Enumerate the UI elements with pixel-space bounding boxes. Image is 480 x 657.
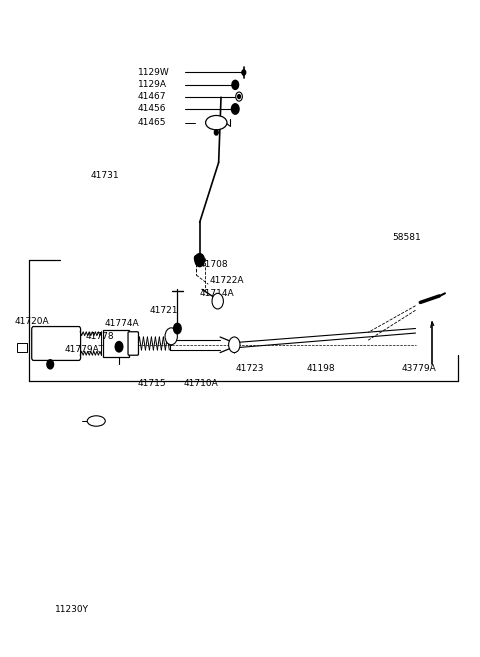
Text: 41722A: 41722A (209, 276, 244, 284)
Text: 1129W: 1129W (138, 68, 170, 77)
Circle shape (231, 104, 239, 114)
Circle shape (174, 323, 181, 334)
Text: 41715: 41715 (138, 379, 167, 388)
Text: 41721: 41721 (150, 306, 179, 315)
Text: 11230Y: 11230Y (55, 605, 89, 614)
Text: 1129A: 1129A (138, 80, 167, 89)
Circle shape (242, 70, 246, 75)
Text: 41723: 41723 (235, 365, 264, 373)
Bar (17, 343, 27, 352)
Circle shape (194, 256, 198, 261)
Text: 41467: 41467 (138, 92, 167, 101)
Text: 58581: 58581 (392, 233, 420, 242)
Ellipse shape (205, 116, 227, 130)
FancyBboxPatch shape (32, 327, 81, 361)
Circle shape (228, 337, 240, 353)
Text: 41198: 41198 (306, 365, 335, 373)
Text: 41456: 41456 (138, 104, 167, 114)
Ellipse shape (87, 416, 105, 426)
Circle shape (232, 80, 239, 89)
Text: 43779A: 43779A (401, 365, 436, 373)
Circle shape (47, 360, 54, 369)
Text: 41708: 41708 (200, 260, 228, 269)
Circle shape (165, 328, 178, 345)
Circle shape (212, 293, 223, 309)
Circle shape (215, 130, 218, 135)
Text: 41710A: 41710A (183, 379, 218, 388)
FancyBboxPatch shape (128, 332, 138, 355)
Circle shape (236, 92, 242, 101)
Text: 41774A: 41774A (105, 319, 139, 328)
Circle shape (195, 254, 204, 267)
Circle shape (238, 95, 240, 99)
Text: 41731: 41731 (91, 171, 119, 180)
Text: 41714A: 41714A (200, 290, 234, 298)
Text: 41778: 41778 (86, 332, 114, 342)
Text: 41465: 41465 (138, 118, 167, 127)
Text: 41720A: 41720A (14, 317, 49, 327)
Text: 41779A: 41779A (64, 345, 99, 354)
Circle shape (115, 342, 123, 352)
Bar (103, 330, 129, 357)
